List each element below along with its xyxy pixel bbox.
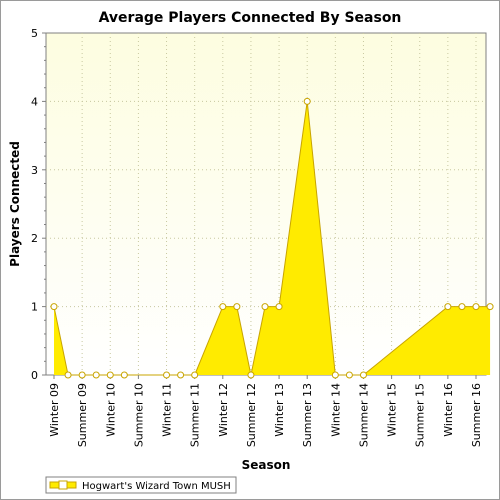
x-tick-label: Summer 10 [132,383,145,447]
data-point [177,371,185,379]
data-point [219,303,227,311]
data-point [275,303,283,311]
x-tick-label: Summer 13 [301,383,314,447]
data-point [359,371,367,379]
data-point [247,371,255,379]
data-point [486,303,494,311]
x-axis-label: Season [242,458,291,472]
y-tick-label: 3 [31,164,38,177]
data-point [345,371,353,379]
data-point [458,303,466,311]
x-tick-label: Winter 11 [161,383,174,437]
data-point [78,371,86,379]
legend-label: Hogwart's Wizard Town MUSH [82,481,231,492]
data-point [303,97,311,105]
x-axis: Winter 09 Summer 09 Winter 10 Summer 10 Wint… [48,375,483,447]
x-tick-label: Summer 11 [189,383,202,447]
x-tick-label: Winter 12 [217,383,230,437]
chart-title: Average Players Connected By Season [99,10,402,26]
x-tick-label: Summer 15 [414,383,427,447]
x-tick-label: Winter 09 [48,383,61,437]
series-markers [50,97,494,379]
x-tick-label: Summer 12 [245,383,258,447]
x-tick-label: Winter 16 [442,383,455,437]
data-point [64,371,72,379]
series-area [53,101,491,376]
series-line [53,101,491,376]
data-point [261,303,269,311]
series-fill [54,101,491,376]
x-tick-label: Summer 09 [76,383,89,447]
data-point [92,371,100,379]
data-point [163,371,171,379]
data-point [50,303,58,311]
y-tick-label: 1 [31,301,38,314]
legend-marker [58,480,68,490]
y-tick-label: 5 [31,27,38,40]
x-tick-label: Summer 16 [470,383,483,447]
legend: Hogwart's Wizard Town MUSH [45,476,237,494]
data-point [331,371,339,379]
data-point [472,303,480,311]
y-tick-label: 4 [31,95,38,108]
data-point [191,371,199,379]
data-point [233,303,241,311]
y-tick-label: 2 [31,232,38,245]
data-point [106,371,114,379]
y-axis-label: Players Connected [8,141,22,267]
legend-box [45,476,237,494]
x-tick-label: Summer 14 [357,383,370,447]
data-point [444,303,452,311]
x-tick-label: Winter 14 [329,383,342,437]
x-tick-label: Winter 10 [104,383,117,437]
data-point [120,371,128,379]
x-tick-label: Winter 15 [386,383,399,437]
y-tick-label: 0 [31,369,38,382]
x-tick-label: Winter 13 [273,383,286,437]
y-axis: 0 1 2 3 4 5 [31,27,46,382]
